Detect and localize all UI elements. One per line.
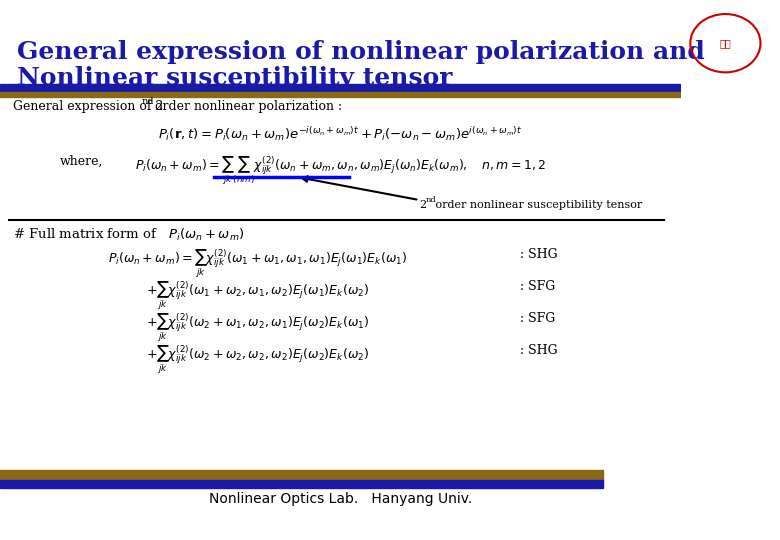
Text: where,: where, xyxy=(59,155,103,168)
Text: : SFG: : SFG xyxy=(519,280,555,293)
Text: General expression of 2: General expression of 2 xyxy=(13,100,164,113)
Text: order nonlinear susceptibility tensor: order nonlinear susceptibility tensor xyxy=(432,200,643,210)
Bar xyxy=(0,470,603,480)
Text: # Full matrix form of   $P_i(\omega_n+\omega_m)$: # Full matrix form of $P_i(\omega_n+\ome… xyxy=(13,227,245,243)
Text: Nonlinear Optics Lab.   Hanyang Univ.: Nonlinear Optics Lab. Hanyang Univ. xyxy=(209,492,472,506)
Text: Nonlinear susceptibility tensor: Nonlinear susceptibility tensor xyxy=(17,66,453,90)
Text: : SHG: : SHG xyxy=(519,344,557,357)
Text: 한양: 한양 xyxy=(719,38,732,48)
Bar xyxy=(0,84,681,91)
Text: nd: nd xyxy=(141,97,154,106)
Text: $+\sum_{jk}\chi^{(2)}_{ijk}(\omega_1+\omega_2,\omega_1,\omega_2)E_j(\omega_1)E_k: $+\sum_{jk}\chi^{(2)}_{ijk}(\omega_1+\om… xyxy=(146,280,369,312)
Text: $P_i(\mathbf{r},t)=P_i(\omega_n+\omega_m)e^{-i(\omega_n+\omega_m)t}+P_i(-\omega_: $P_i(\mathbf{r},t)=P_i(\omega_n+\omega_m… xyxy=(158,125,523,143)
Text: : SHG: : SHG xyxy=(519,248,557,261)
Text: $+\sum_{jk}\chi^{(2)}_{ijk}(\omega_2+\omega_2,\omega_2,\omega_2)E_j(\omega_2)E_k: $+\sum_{jk}\chi^{(2)}_{ijk}(\omega_2+\om… xyxy=(146,344,369,376)
Bar xyxy=(0,92,681,97)
Text: $P_i(\omega_n+\omega_m)=\sum_{jk}\chi^{(2)}_{ijk}(\omega_1+\omega_1,\omega_1,\om: $P_i(\omega_n+\omega_m)=\sum_{jk}\chi^{(… xyxy=(108,248,407,280)
Text: order nonlinear polarization :: order nonlinear polarization : xyxy=(151,100,342,113)
Text: $P_i(\omega_n+\omega_m)=\sum_{jk}\sum_{(nm)}\chi^{(2)}_{ijk}(\omega_n+\omega_m,\: $P_i(\omega_n+\omega_m)=\sum_{jk}\sum_{(… xyxy=(135,155,546,187)
Text: General expression of nonlinear polarization and: General expression of nonlinear polariza… xyxy=(17,40,705,64)
Bar xyxy=(0,480,603,488)
Text: : SFG: : SFG xyxy=(519,312,555,325)
Text: nd: nd xyxy=(426,196,437,204)
Text: $+\sum_{jk}\chi^{(2)}_{ijk}(\omega_2+\omega_1,\omega_2,\omega_1)E_j(\omega_2)E_k: $+\sum_{jk}\chi^{(2)}_{ijk}(\omega_2+\om… xyxy=(146,312,369,344)
Text: 2: 2 xyxy=(419,200,427,210)
